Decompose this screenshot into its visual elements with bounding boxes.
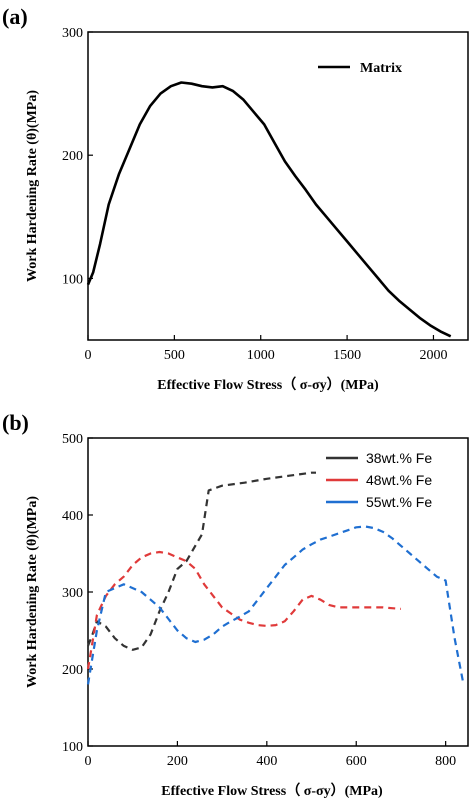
panel-b-legend: 38wt.% Fe 48wt.% Fe 55wt.% Fe: [326, 450, 432, 510]
panel-a-label: (a): [2, 4, 28, 29]
panel-b-legend-label-48fe: 48wt.% Fe: [366, 472, 432, 488]
panel-a-y-tick-label-1: 200: [62, 149, 83, 164]
panel-b-y-axis: 100 200 300 400 500: [62, 432, 93, 755]
panel-a: (a) 100 200 300 0 500 1000 1500 2000 Matrix Ef…: [2, 4, 469, 393]
panel-b-y-tick-label-4: 500: [62, 432, 83, 447]
panel-a-plot-frame: [87, 31, 469, 341]
panel-b-x-tick-label-1: 200: [167, 754, 188, 769]
panel-a-legend: Matrix: [318, 61, 402, 76]
panel-a-y-tick-label-2: 300: [62, 26, 83, 41]
panel-a-x-axis-title: Effective Flow Stress（ σ-σy）(MPa): [157, 377, 379, 393]
panel-a-y-tick-label-0: 100: [62, 272, 83, 287]
panel-b-legend-label-38fe: 38wt.% Fe: [366, 450, 432, 466]
panel-a-y-axis: 100 200 300: [62, 26, 93, 287]
panel-b-series-line-0: [86, 471, 316, 651]
panel-b-series-group: [86, 471, 465, 685]
panel-a-x-tick-label-0: 0: [85, 348, 92, 363]
panel-b-x-tick-label-4: 800: [435, 754, 456, 769]
panel-b-x-tick-label-0: 0: [85, 754, 92, 769]
panel-b-y-tick-label-0: 100: [62, 740, 83, 755]
panel-a-series-group: [86, 81, 452, 338]
panel-b-x-tick-label-2: 400: [256, 754, 277, 769]
panel-b-y-tick-label-3: 400: [62, 509, 83, 524]
panel-b-series-line-1: [86, 550, 401, 670]
panel-a-x-tick-label-3: 1500: [333, 348, 361, 363]
panel-b-legend-label-55fe: 55wt.% Fe: [366, 494, 432, 510]
panel-a-series-line-0: [86, 81, 452, 338]
panel-a-x-axis: 0 500 1000 1500 2000: [85, 335, 447, 363]
panel-b-y-tick-label-2: 300: [62, 586, 83, 601]
panel-b-x-axis: 0 200 400 600 800: [85, 741, 456, 769]
panel-b-y-axis-title: Work Hardening Rate (θ)(MPa): [25, 496, 40, 688]
panel-b-y-tick-label-1: 200: [62, 663, 83, 678]
panel-b-series-line-2: [86, 525, 465, 685]
panel-a-x-tick-label-2: 1000: [247, 348, 275, 363]
panel-b-x-tick-label-3: 600: [346, 754, 367, 769]
panel-b-x-axis-title: Effective Flow Stress（ σ-σy）(MPa): [161, 783, 383, 799]
panel-b: (b) 100 200 300 400 500 0 200 400 600 800 38wt.%…: [2, 410, 469, 799]
panel-a-x-tick-label-1: 500: [164, 348, 185, 363]
panel-a-x-tick-label-4: 2000: [419, 348, 447, 363]
panel-a-legend-label-matrix: Matrix: [360, 61, 402, 76]
panel-a-y-axis-title: Work Hardening Rate (θ)(MPa): [25, 90, 40, 282]
panel-b-label: (b): [2, 410, 29, 435]
